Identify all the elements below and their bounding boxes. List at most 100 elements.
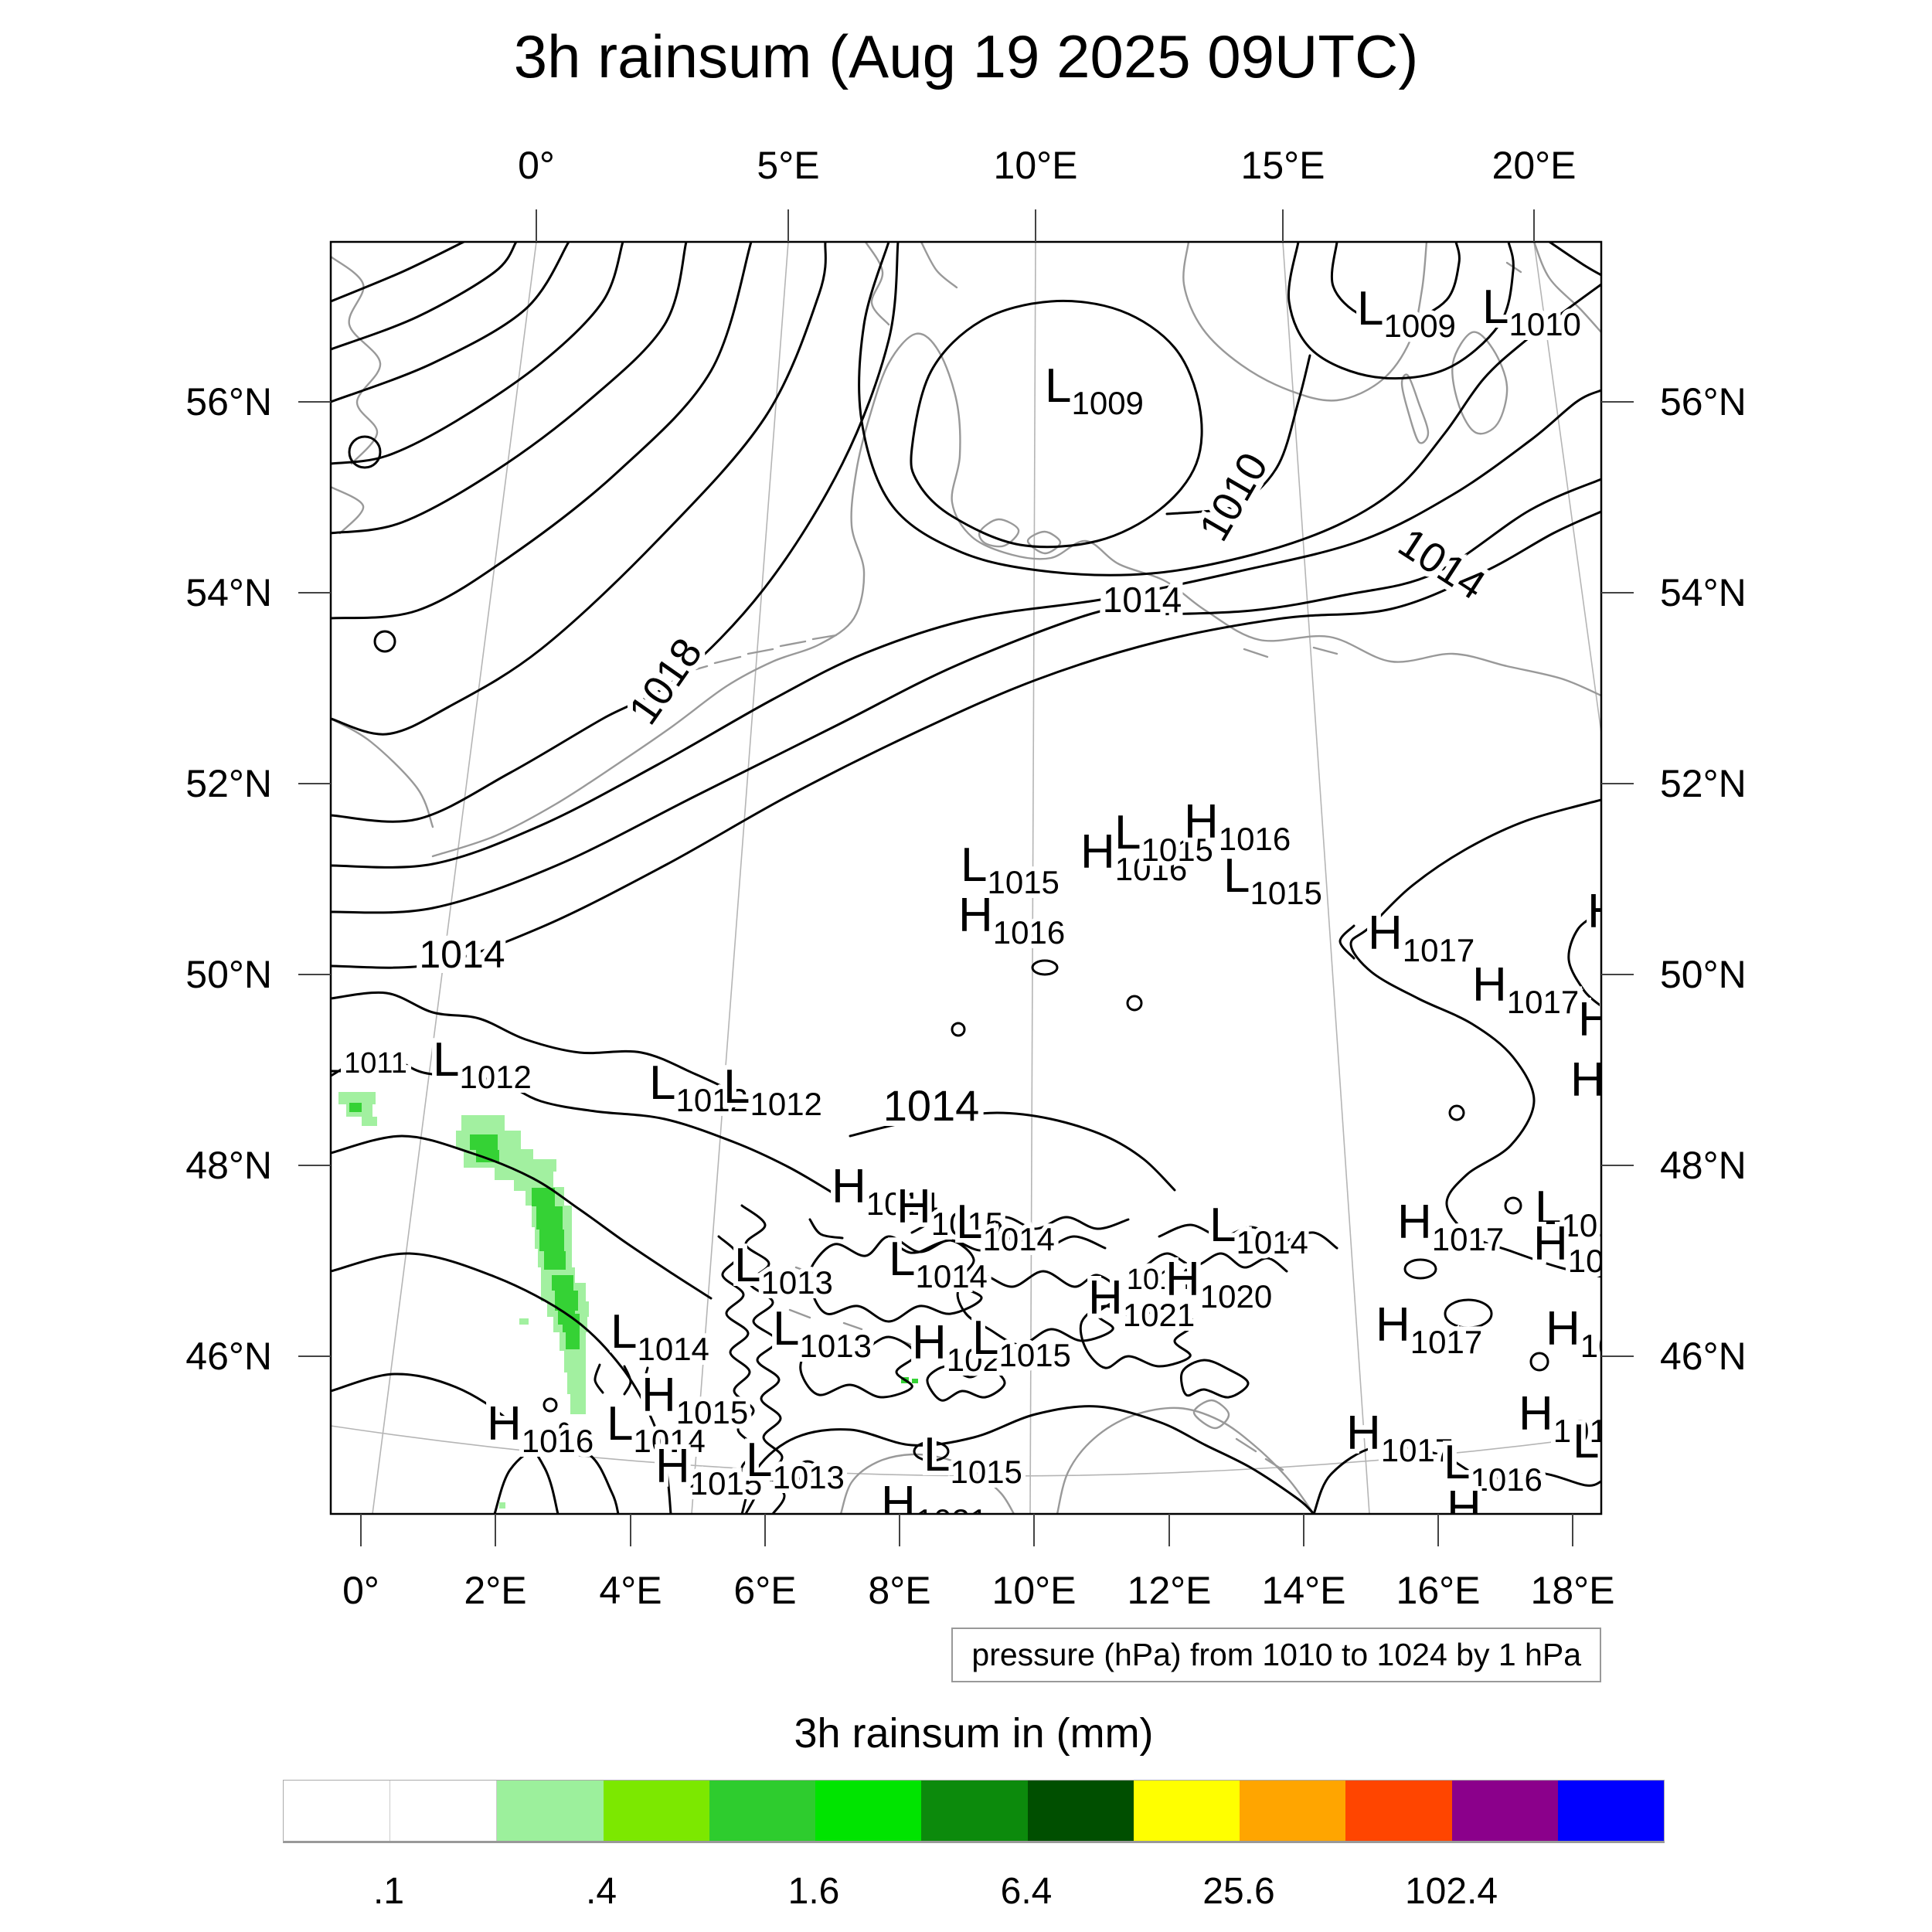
pressure-center-value: 1010 xyxy=(1509,306,1580,342)
isobar-path xyxy=(493,1444,620,1514)
pressure-center-value: 1016 xyxy=(1561,1207,1633,1243)
right-axis-label: 50°N xyxy=(1660,953,1747,996)
graticule-meridian xyxy=(372,242,537,1514)
pressure-center-label: L1012 xyxy=(723,1060,822,1122)
isobar-path xyxy=(623,1365,632,1396)
pressure-center-letter: H xyxy=(1376,1298,1410,1352)
pressure-center-letter: H xyxy=(655,1440,690,1493)
pressure-center-label: H1014 xyxy=(832,1160,938,1222)
pressure-center-letter: H xyxy=(1368,906,1403,960)
pressure-center-letter: L xyxy=(433,1033,459,1087)
pressure-center-letter: L xyxy=(1357,282,1383,335)
pressure-center-letter: H xyxy=(1587,885,1622,938)
isobar-path xyxy=(331,1252,672,1514)
pressure-center-label: H1015 xyxy=(641,1369,748,1430)
coastline-path xyxy=(713,655,742,665)
coastline-path xyxy=(1451,331,1509,435)
colorbar-cell xyxy=(921,1781,1028,1841)
isobar-path xyxy=(858,242,1601,577)
pressure-center-letter: H xyxy=(641,1369,676,1422)
bottom-axis-label: 2°E xyxy=(464,1569,526,1612)
coastline-path xyxy=(920,242,958,289)
coastline-path xyxy=(331,255,382,465)
pressure-center-value: 1015 xyxy=(998,1337,1070,1373)
pressure-center-value: 1015 xyxy=(931,1206,1003,1242)
pressure-center-value: 1015 xyxy=(987,864,1059,900)
pressure-center-value: 1015 xyxy=(1250,875,1321,911)
isobar-path xyxy=(1180,1359,1250,1399)
isobar-path xyxy=(1165,354,1311,515)
pressure-center-value: 1016 xyxy=(1599,1440,1671,1477)
bottom-axis-label: 14°E xyxy=(1262,1569,1346,1612)
pressure-center-label: H1015 xyxy=(655,1440,762,1502)
isobar-path xyxy=(1338,924,1355,960)
pressure-center-value: 1009 xyxy=(1071,385,1143,421)
coastline-path xyxy=(978,518,1020,548)
coastline-path xyxy=(1243,648,1269,658)
pressure-center-label: L1016 xyxy=(1444,1436,1543,1498)
isobar-path xyxy=(331,1134,713,1300)
pressure-center-letter: L xyxy=(607,1397,633,1451)
contour-label: 1010 xyxy=(1190,445,1277,549)
pressure-center-label: H1016 xyxy=(958,889,1065,951)
rain-cell-light xyxy=(461,1115,505,1131)
contour-label: 1014 xyxy=(1103,580,1182,620)
pressure-center-letter: H xyxy=(1165,1253,1200,1306)
colorbar-cell xyxy=(709,1781,816,1841)
left-axis-label: 54°N xyxy=(185,571,272,614)
coastline-path xyxy=(331,485,365,535)
isobar-path xyxy=(849,1111,1176,1192)
pressure-center-label: L1012 xyxy=(649,1056,748,1118)
rain-cell-dark xyxy=(566,1332,580,1349)
left-axis-label: 46°N xyxy=(185,1335,272,1378)
isobar-path xyxy=(926,1365,1006,1402)
pressure-center-letter: H xyxy=(1397,1196,1432,1249)
pressure-center-value: 1014 xyxy=(1236,1224,1308,1260)
colorbar-tick-label: 25.6 xyxy=(1202,1871,1275,1912)
colorbar-cell xyxy=(1240,1781,1346,1841)
pressure-center-label: H1015 xyxy=(896,1180,1003,1242)
pressure-center-value: 1012 xyxy=(750,1086,821,1122)
colorbar-tick-label: 1.6 xyxy=(787,1871,840,1912)
coastline-path xyxy=(779,640,807,648)
pressure-center-value: 1016 xyxy=(1219,821,1291,857)
pressure-center-value: 1014 xyxy=(915,1258,987,1294)
rain-cell-dark xyxy=(912,1379,918,1383)
isobar-path xyxy=(331,510,1601,969)
pressure-center-value: 1017 xyxy=(1381,1432,1453,1468)
pressure-center-label: H1017 xyxy=(1546,1302,1652,1364)
isobar-cell xyxy=(348,435,382,469)
colorbar-cell xyxy=(1345,1781,1452,1841)
pressure-center-value: 1009 xyxy=(1383,308,1455,344)
rain-cell-light xyxy=(567,1372,586,1394)
rain-cell-light xyxy=(499,1502,505,1509)
pressure-center-label: L1012 xyxy=(433,1033,532,1095)
isobar-path xyxy=(331,242,624,465)
coastline-path xyxy=(811,634,838,641)
map-frame xyxy=(329,240,1603,1515)
pressure-center-value: 1021 xyxy=(1123,1297,1195,1333)
pressure-center-letter: L xyxy=(773,1302,799,1355)
pressure-center-label: H1020 xyxy=(1165,1253,1272,1315)
pressure-center-value: 1013 xyxy=(799,1328,871,1364)
coastline-path xyxy=(1192,1399,1230,1430)
right-axis-label: 46°N xyxy=(1660,1335,1747,1378)
right-axis-label: 48°N xyxy=(1660,1144,1747,1187)
pressure-center-label: L1015 xyxy=(1223,849,1322,911)
isobar-path xyxy=(331,242,827,736)
pressure-center-value: 1017 xyxy=(1481,1507,1553,1543)
graticule-parallel xyxy=(331,1425,1601,1477)
pressure-center-value: 1017 xyxy=(1432,1221,1504,1257)
coastline-path xyxy=(1400,373,1430,444)
pressure-center-label: L1014 xyxy=(1209,1199,1308,1260)
rain-cell-dark xyxy=(539,1230,564,1251)
isobar-cell xyxy=(1403,1258,1437,1280)
pressure-center-letter: H xyxy=(896,1180,931,1233)
pressure-center-value: 1015 xyxy=(1141,832,1213,868)
graticule-meridian xyxy=(1533,242,1601,733)
pressure-center-letter: L xyxy=(1209,1199,1236,1252)
pressure-center-label: H1016 xyxy=(1184,795,1291,857)
contour-label: 1014 xyxy=(1390,519,1493,609)
top-axis-label: 10°E xyxy=(994,144,1078,187)
